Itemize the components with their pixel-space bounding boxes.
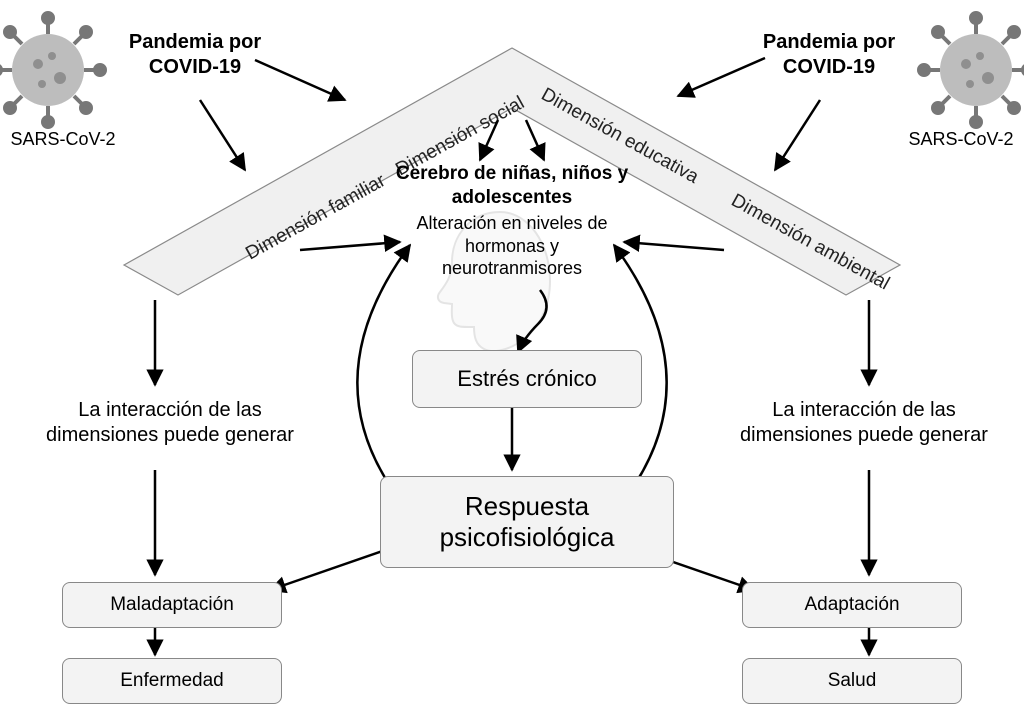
virus-icon-left [0, 13, 105, 127]
stress-box: Estrés crónico [412, 350, 642, 408]
pandemic-label-right: Pandemia por COVID-19 [744, 30, 914, 80]
virus-caption-left: SARS-CoV-2 [8, 128, 118, 151]
roof-label-right2: Dimensión ambiental [728, 190, 893, 294]
response-box: Respuesta psicofisiológica [380, 476, 674, 568]
virus-icon-right [919, 13, 1024, 127]
maladaptation-box: Maladaptación [62, 582, 282, 628]
brain-subtitle: Alteración en niveles de hormonas y neur… [382, 212, 642, 280]
adaptation-box: Adaptación [742, 582, 962, 628]
virus-caption-right: SARS-CoV-2 [906, 128, 1016, 151]
interaction-text-right: La interacción de las dimensiones puede … [734, 398, 994, 448]
health-box: Salud [742, 658, 962, 704]
disease-box: Enfermedad [62, 658, 282, 704]
interaction-text-left: La interacción de las dimensiones puede … [40, 398, 300, 448]
pandemic-label-left: Pandemia por COVID-19 [110, 30, 280, 80]
brain-title: Cerebro de niñas, niños y adolescentes [362, 162, 662, 210]
